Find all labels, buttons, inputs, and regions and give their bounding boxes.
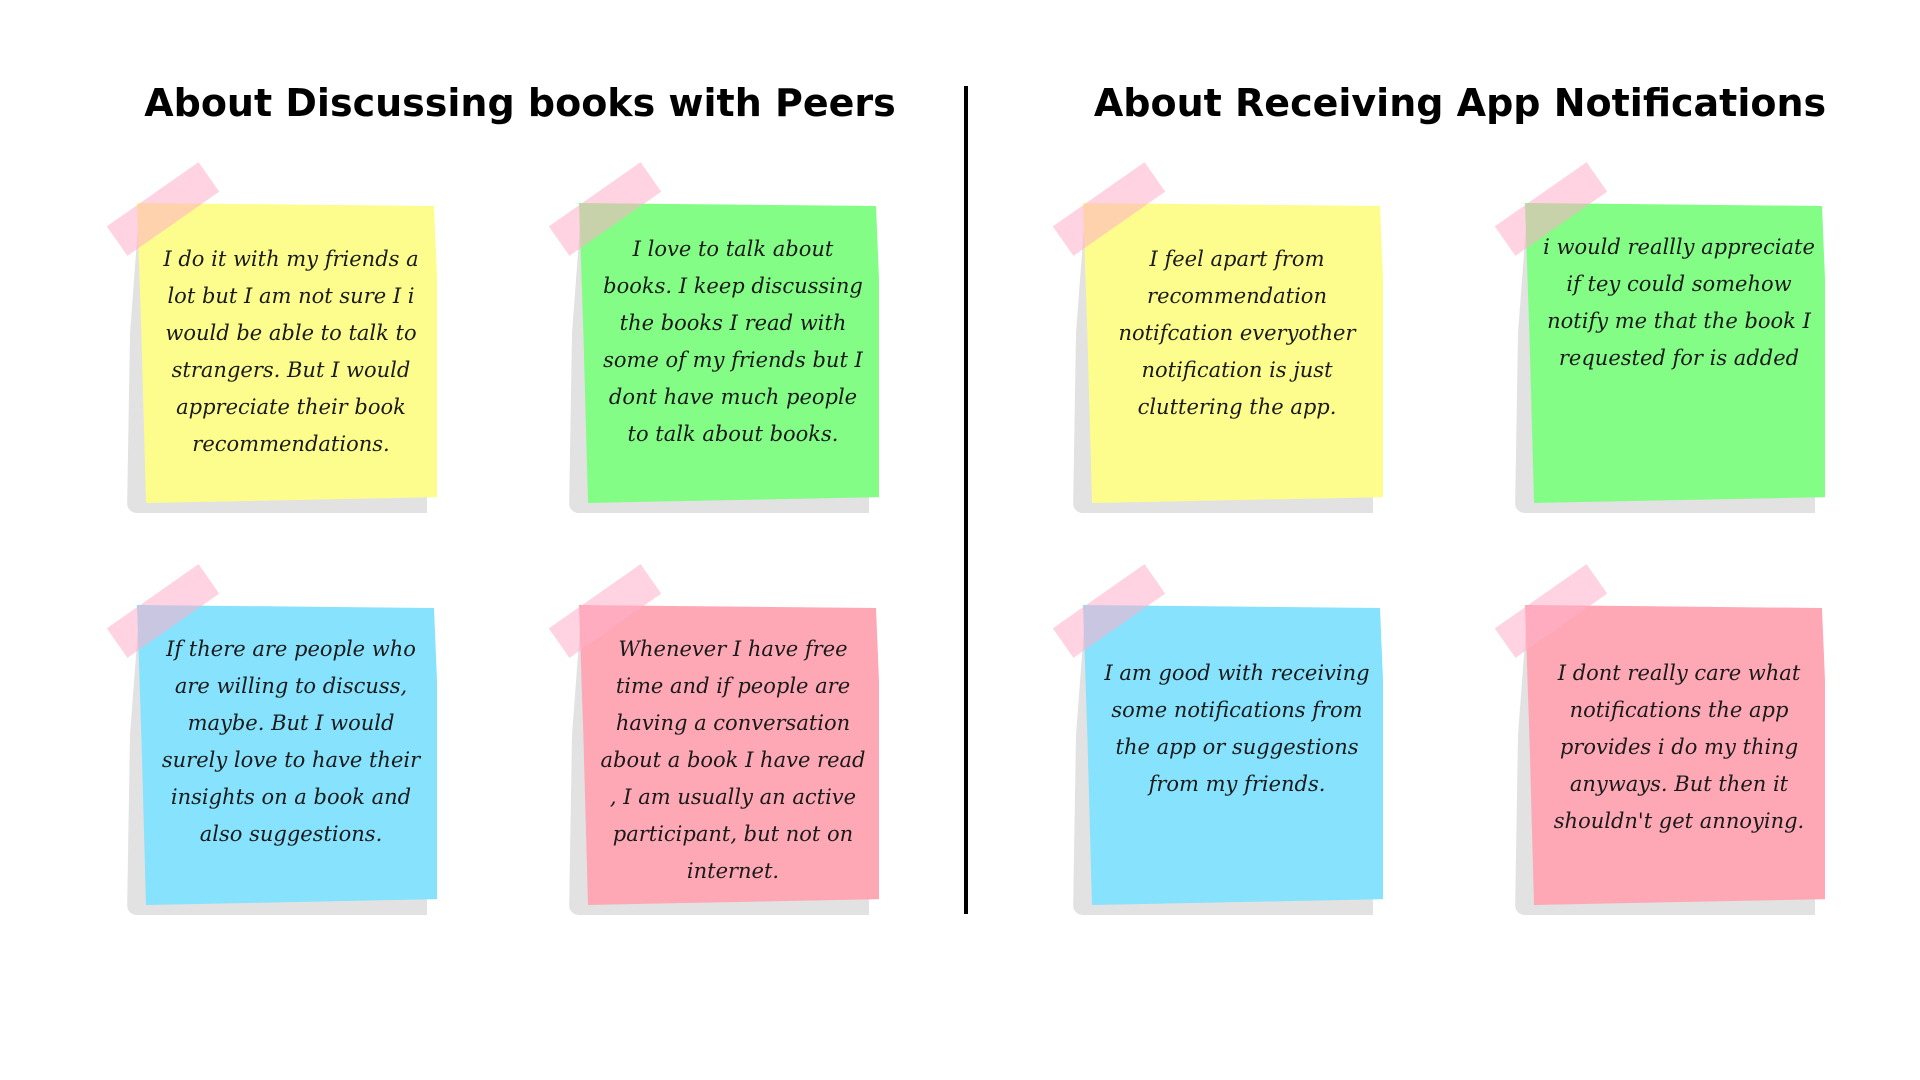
note-text: Whenever I have free time and if people … [600, 637, 866, 883]
sticky-note: I feel apart from recommendation notifca… [1052, 162, 1383, 513]
sticky-note: I do it with my friends a lot but I am n… [106, 162, 437, 513]
note-paper [137, 203, 437, 503]
note-text: I do it with my friends a lot but I am n… [163, 247, 419, 456]
note-paper [137, 605, 437, 905]
section-divider [964, 86, 968, 914]
sticky-note: I am good with receiving some notificati… [1052, 564, 1383, 915]
sticky-note: I dont really care what notifications th… [1494, 564, 1825, 915]
sticky-note: i would reallly appreciate if tey could … [1494, 162, 1825, 513]
sticky-note: If there are people who are willing to d… [106, 564, 437, 915]
note-paper [1083, 203, 1383, 503]
note-paper [579, 605, 879, 905]
section-title-app-notifications: About Receiving App Notifications [1093, 81, 1827, 125]
note-paper [1525, 203, 1825, 503]
sticky-note: I love to talk about books. I keep discu… [548, 162, 879, 513]
note-text: If there are people who are willing to d… [161, 637, 421, 846]
note-paper [1083, 605, 1383, 905]
note-text: I feel apart from recommendation notifca… [1118, 247, 1356, 419]
note-text: I am good with receiving some notificati… [1104, 661, 1370, 796]
section-title-discussing-books: About Discussing books with Peers [144, 81, 896, 125]
note-text: I love to talk about books. I keep discu… [603, 237, 863, 446]
note-paper [1525, 605, 1825, 905]
sticky-note: Whenever I have free time and if people … [548, 564, 879, 915]
note-text: I dont really care what notifications th… [1553, 661, 1805, 833]
note-paper [579, 203, 879, 503]
note-text: i would reallly appreciate if tey could … [1543, 235, 1815, 370]
